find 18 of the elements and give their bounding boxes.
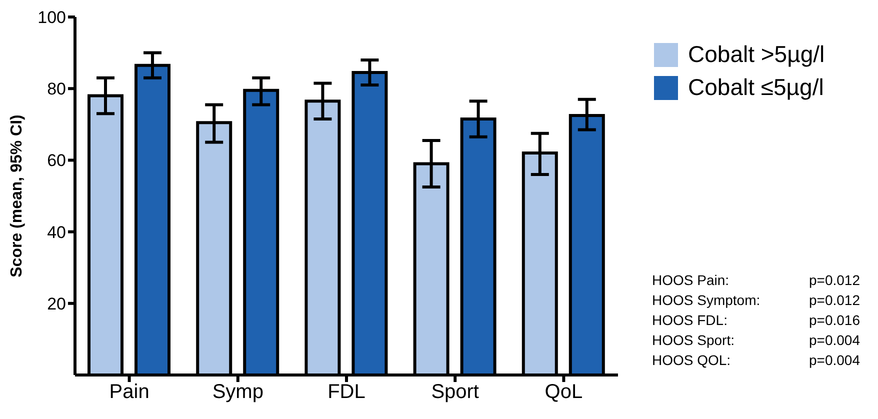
text: HOOS QOL: p=0.004: [652, 352, 860, 368]
text: HOOS FDL: p=0.016: [652, 312, 860, 328]
y-tick-label: 80: [47, 80, 66, 99]
text: HOOS Pain: p=0.012: [652, 272, 860, 288]
x-tick-label: Pain: [109, 381, 150, 404]
x-tick-label: Sport: [431, 381, 480, 404]
x-tick-label: FDL: [328, 381, 366, 404]
y-tick-label: 100: [38, 8, 66, 28]
x-tick-label: QoL: [544, 381, 583, 404]
legend-label: Cobalt ≤5µg/l: [688, 74, 824, 101]
x-tick-label: Symp: [212, 381, 264, 404]
y-tick-label: 40: [47, 222, 66, 242]
y-axis-title: Score (mean, 95% CI): [8, 114, 26, 278]
y-tick-label: 20: [47, 294, 66, 314]
y-tick-label: 60: [47, 151, 66, 170]
text: HOOS Sport: p=0.004: [652, 332, 860, 348]
legend-label: Cobalt >5µg/l: [688, 41, 825, 68]
text: HOOS Symptom: p=0.012: [652, 292, 860, 308]
